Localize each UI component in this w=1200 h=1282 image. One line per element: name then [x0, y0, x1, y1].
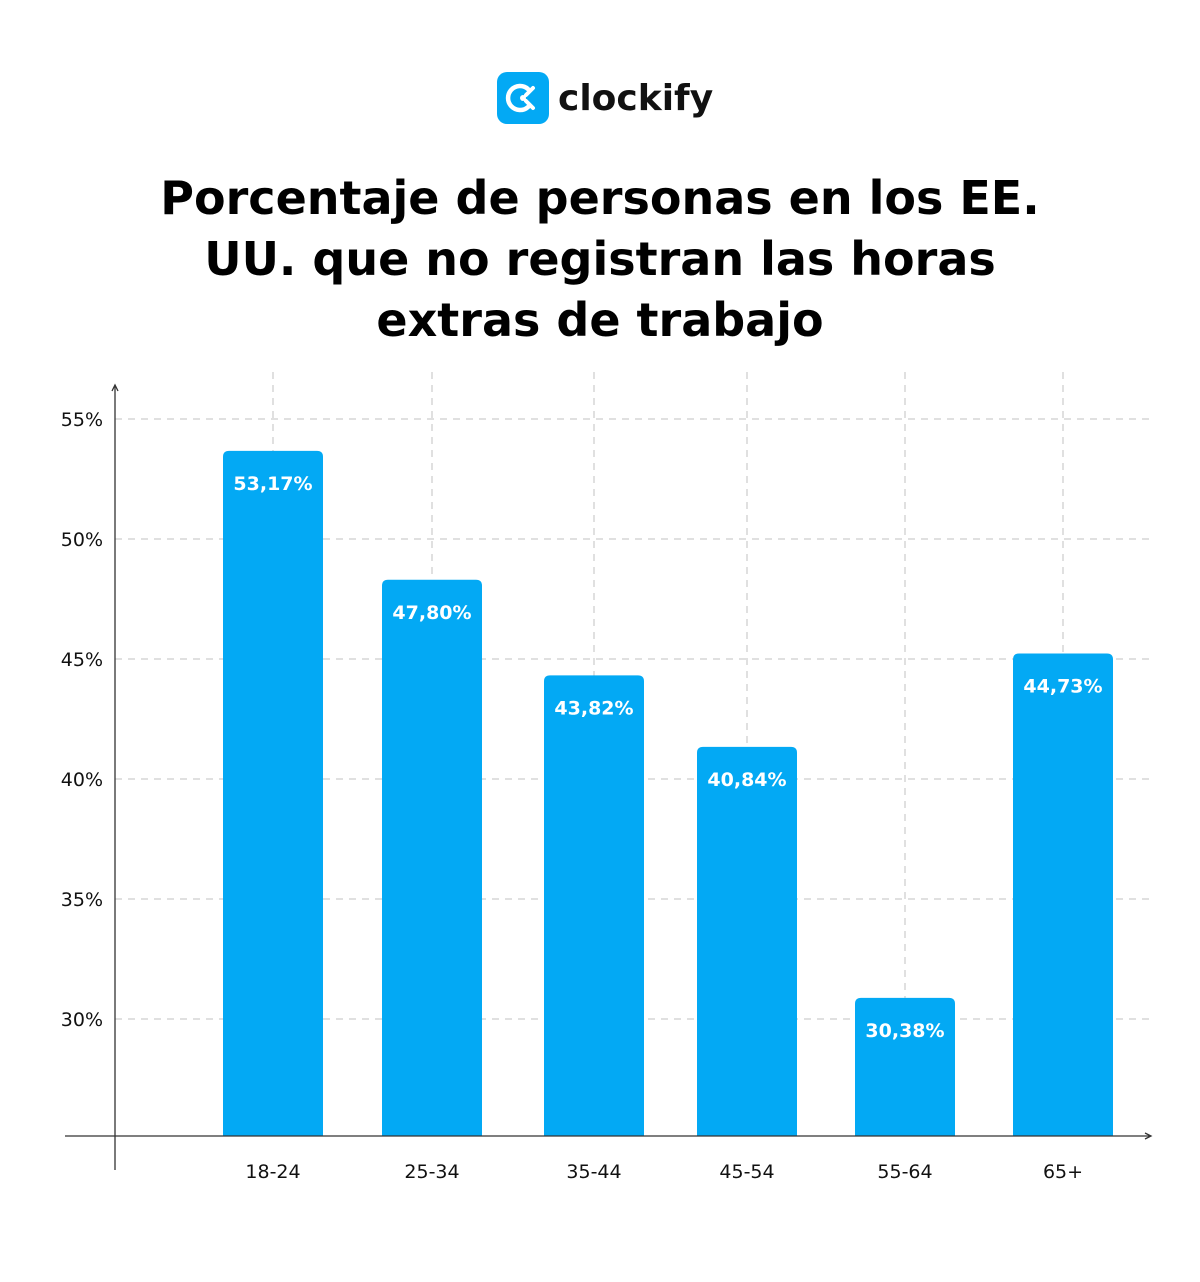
x-tick-label: 65+ — [1043, 1161, 1083, 1183]
bar — [223, 450, 323, 1136]
y-tick-label: 45% — [61, 649, 103, 671]
y-tick-label: 40% — [61, 769, 103, 791]
y-tick-label: 55% — [61, 409, 103, 431]
y-tick-label: 30% — [61, 1009, 103, 1031]
data-label: 47,80% — [392, 602, 471, 624]
data-label: 44,73% — [1023, 675, 1102, 697]
data-label: 53,17% — [233, 473, 312, 495]
y-tick-label: 35% — [61, 889, 103, 911]
chart-title: Porcentaje de personas en los EE. UU. qu… — [0, 168, 1200, 351]
data-label: 30,38% — [865, 1020, 944, 1042]
title-line: Porcentaje de personas en los EE. — [160, 171, 1040, 225]
clockify-logo-icon — [497, 72, 549, 124]
title-line: UU. que no registran las horas — [204, 232, 996, 286]
bar — [855, 997, 955, 1136]
bar — [544, 675, 644, 1136]
x-tick-label: 45-54 — [719, 1161, 774, 1183]
title-line: extras de trabajo — [376, 293, 824, 347]
data-label: 40,84% — [707, 769, 786, 791]
x-axis-arrow-icon — [1144, 1132, 1153, 1140]
bar — [1013, 653, 1113, 1136]
y-tick-label: 50% — [61, 529, 103, 551]
data-label: 43,82% — [554, 697, 633, 719]
bar — [697, 746, 797, 1136]
x-tick-label: 55-64 — [877, 1161, 932, 1183]
x-tick-label: 25-34 — [404, 1161, 459, 1183]
x-tick-label: 18-24 — [245, 1161, 300, 1183]
brand-name: clockify — [558, 77, 714, 119]
bar — [382, 579, 482, 1136]
y-axis-arrow-icon — [111, 383, 119, 392]
x-tick-label: 35-44 — [566, 1161, 621, 1183]
clockify-logo: clockify — [497, 72, 713, 124]
